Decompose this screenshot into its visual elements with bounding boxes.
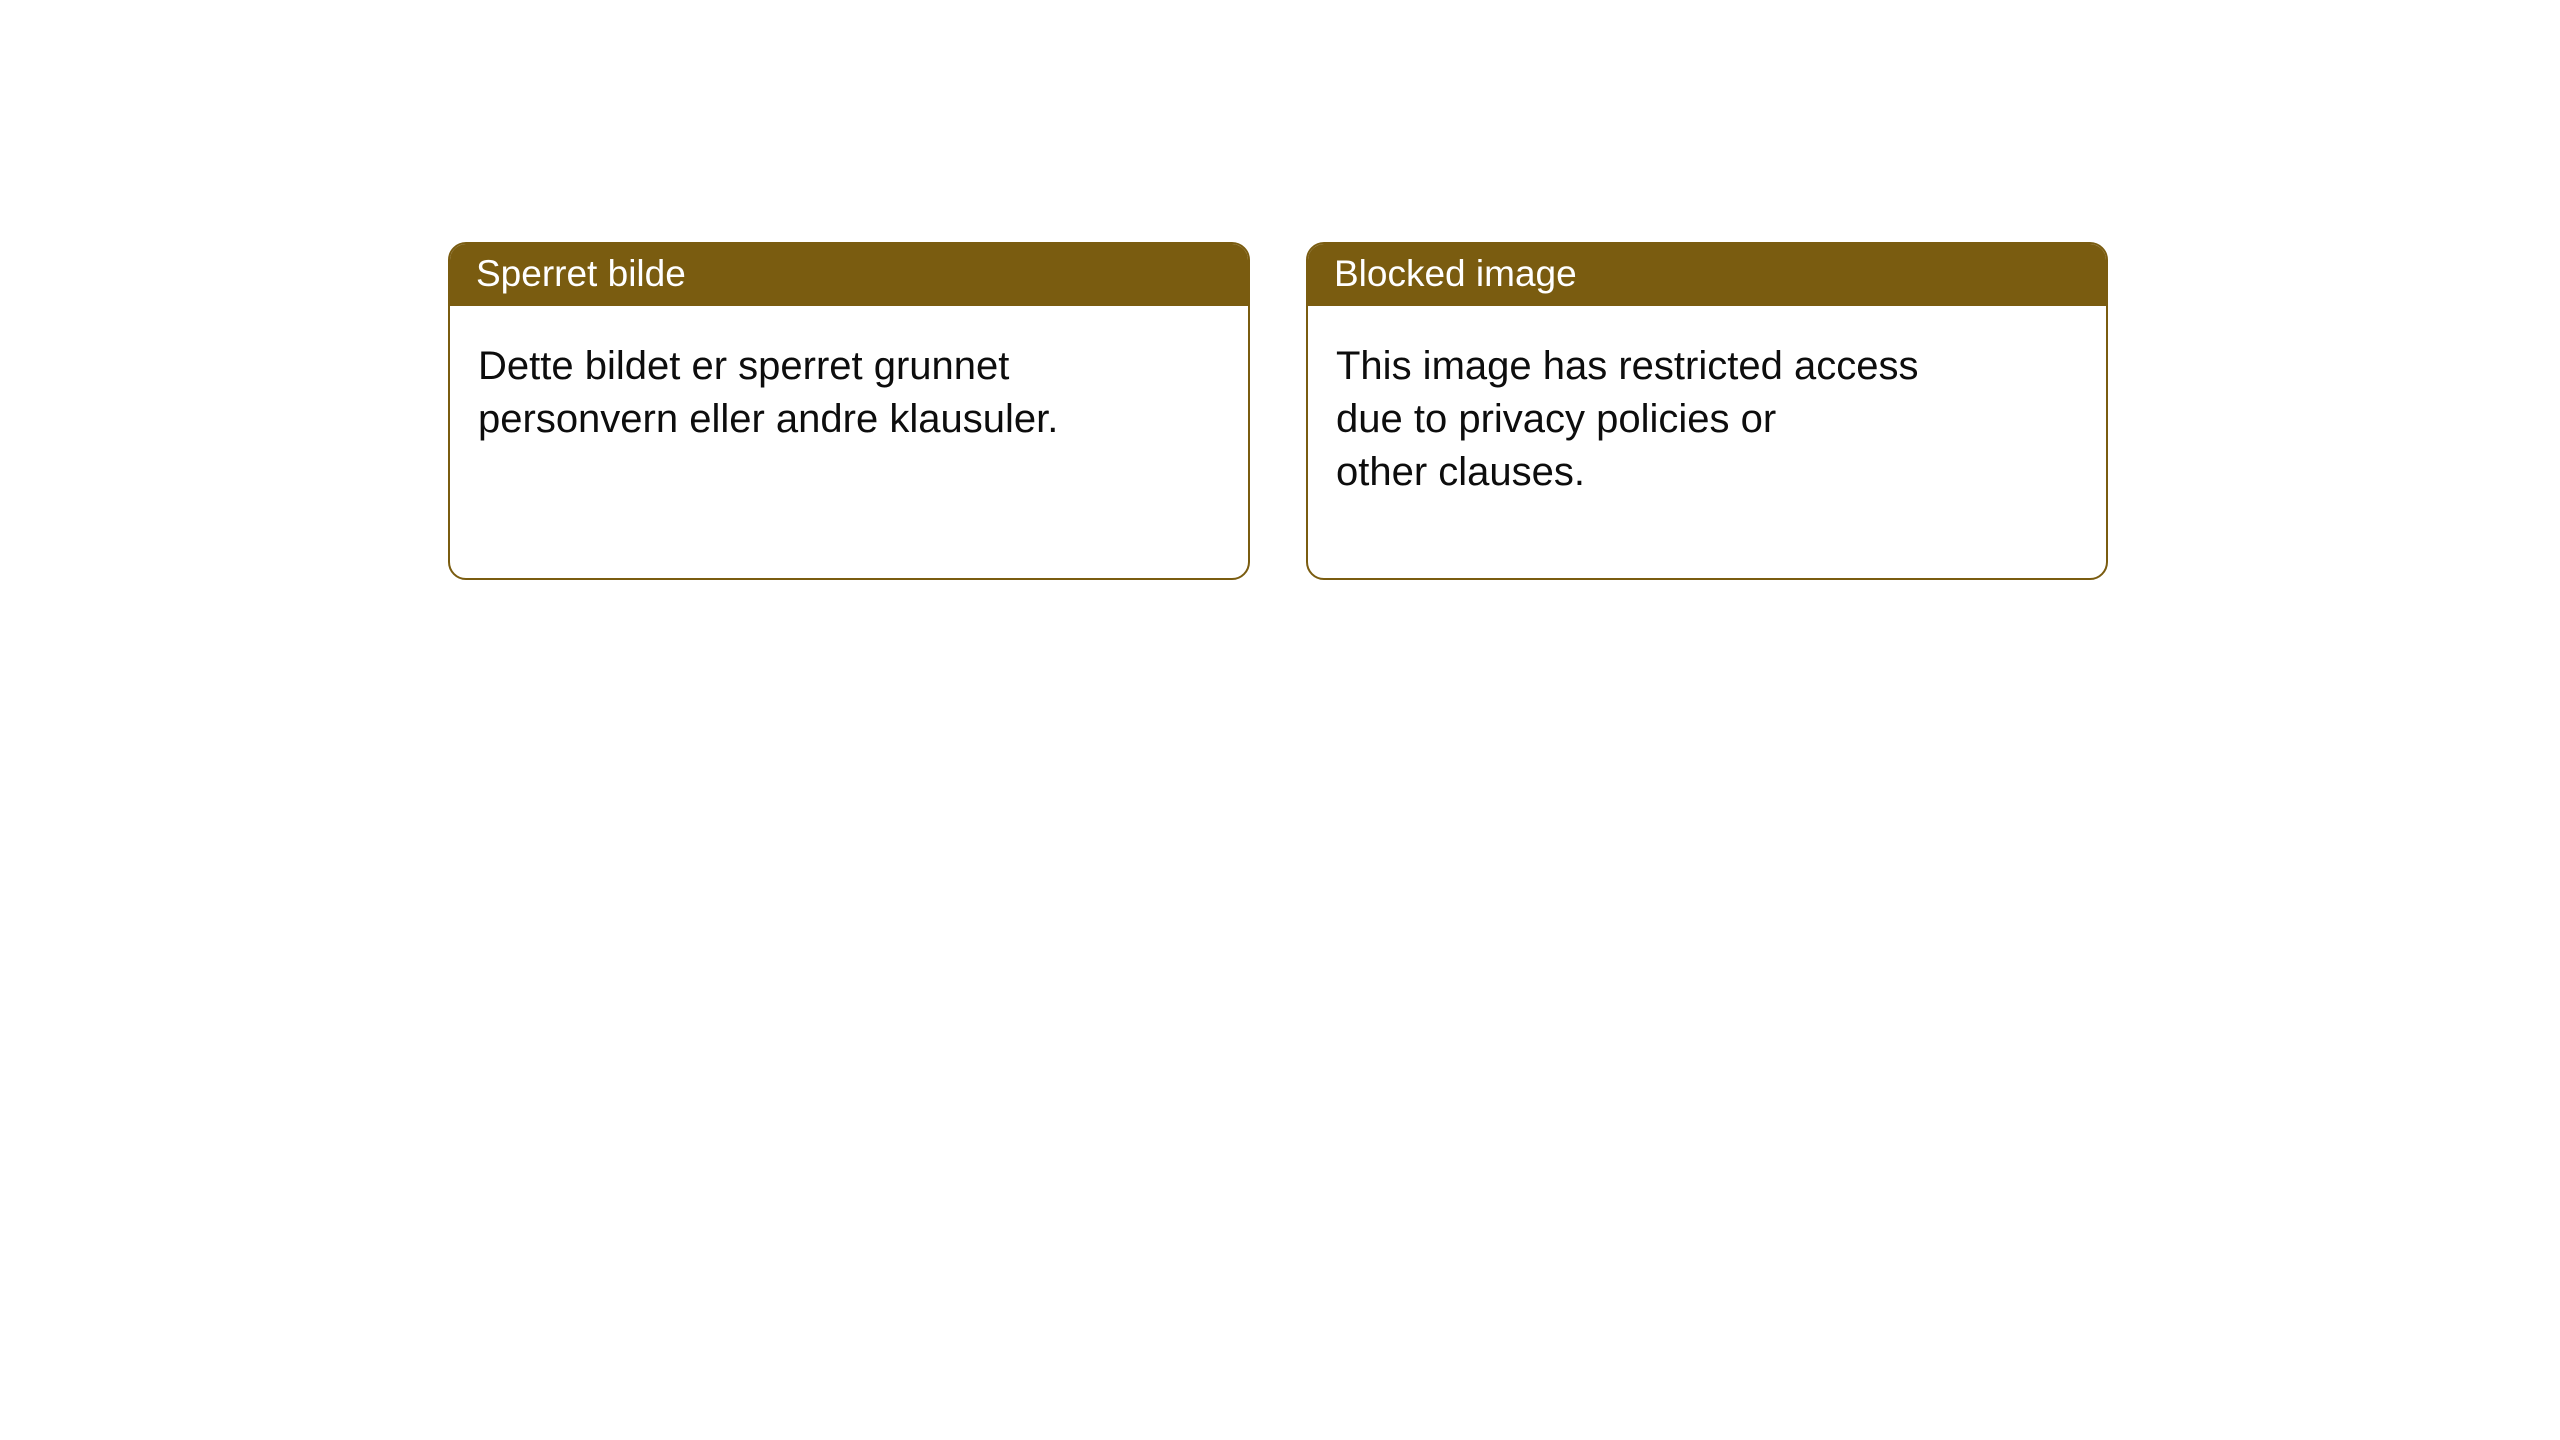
notice-title: Blocked image: [1308, 244, 2106, 306]
notice-card-english: Blocked image This image has restricted …: [1306, 242, 2108, 580]
notice-card-norwegian: Sperret bilde Dette bildet er sperret gr…: [448, 242, 1250, 580]
notice-title: Sperret bilde: [450, 244, 1248, 306]
notice-text: This image has restricted access due to …: [1336, 340, 1996, 498]
notice-body: This image has restricted access due to …: [1308, 306, 2106, 578]
notice-body: Dette bildet er sperret grunnet personve…: [450, 306, 1248, 578]
notice-container: Sperret bilde Dette bildet er sperret gr…: [0, 0, 2560, 580]
notice-text: Dette bildet er sperret grunnet personve…: [478, 340, 1138, 446]
